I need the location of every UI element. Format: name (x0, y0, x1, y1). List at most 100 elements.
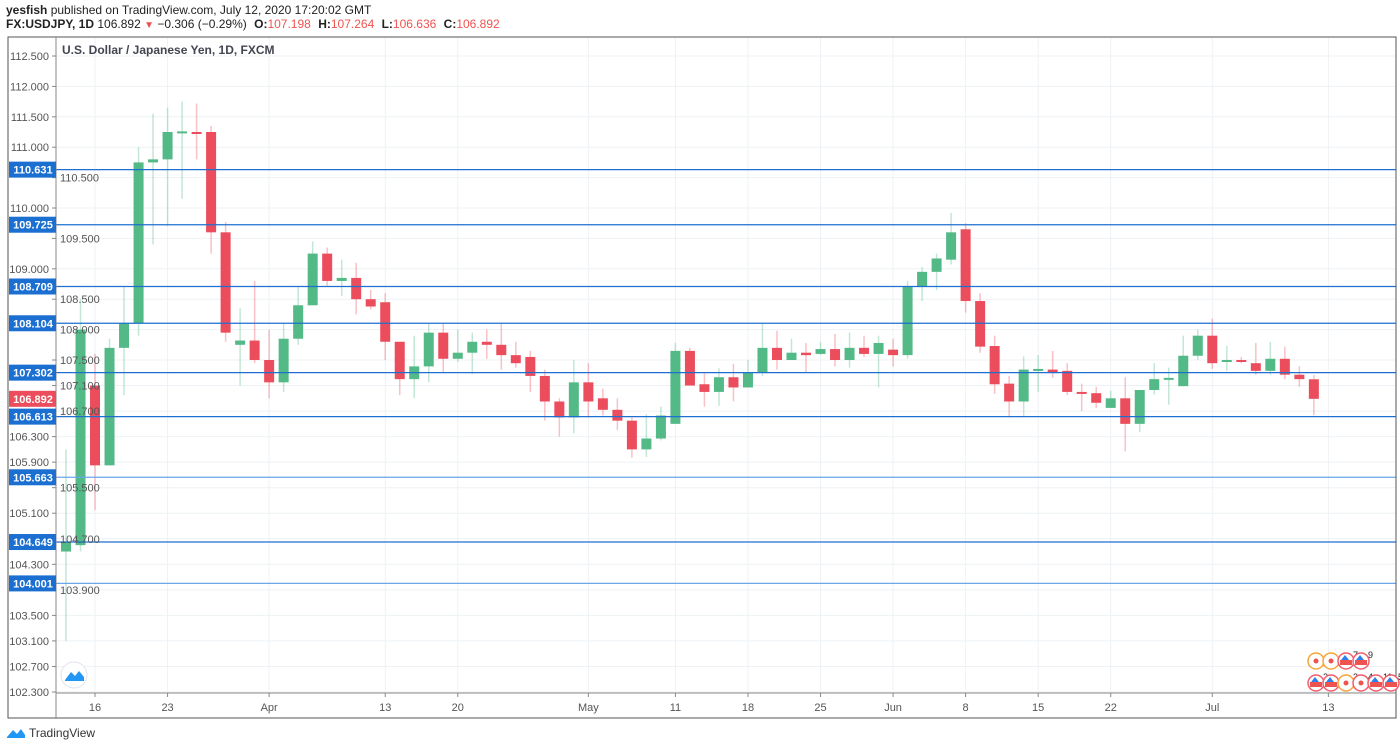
level-price-label-text: 104.649 (13, 537, 53, 549)
candle (525, 350, 536, 392)
candle-body (394, 341, 405, 380)
event-marker[interactable] (1322, 652, 1340, 670)
candle-body (264, 360, 275, 383)
candle (946, 212, 957, 265)
time-tick-label: 8 (963, 702, 969, 714)
time-tick-label: May (578, 702, 599, 714)
candle (873, 335, 884, 388)
author-name[interactable]: yesfish (6, 3, 48, 17)
candle-body (917, 271, 928, 288)
level-price-label: 110.631 (9, 161, 56, 178)
published-text: published on TradingView.com, July 12, 2… (50, 3, 372, 17)
time-tick-label: 22 (1105, 702, 1117, 714)
candle (771, 330, 782, 370)
price-tick-label: 104.700 (60, 534, 100, 546)
candle-body (1149, 379, 1160, 391)
candle (1149, 363, 1160, 395)
candle (1105, 390, 1116, 408)
candle (684, 347, 695, 386)
candle-body (249, 340, 260, 360)
candle (351, 262, 362, 315)
candle (1178, 335, 1189, 387)
event-dot-icon (1313, 658, 1319, 664)
price-tick-label: 108.000 (60, 325, 100, 337)
candle (1294, 366, 1305, 387)
candle (206, 125, 217, 254)
candle (365, 290, 376, 310)
level-price-label-bg (9, 534, 56, 551)
candle (467, 332, 478, 375)
tradingview-brand[interactable]: TradingView (6, 726, 95, 740)
price-tick-label: 109.000 (9, 264, 49, 276)
candle (583, 363, 594, 418)
candle (1047, 350, 1058, 378)
candle (670, 342, 681, 424)
event-marker[interactable] (1322, 674, 1340, 692)
event-marker[interactable]: 5 (1382, 672, 1400, 692)
level-price-label-text: 107.302 (13, 368, 53, 380)
time-tick-label: 18 (742, 702, 754, 714)
candle-body (728, 377, 739, 388)
candle-body (148, 159, 159, 163)
candle (830, 333, 841, 367)
candle-body (1076, 391, 1087, 394)
candle-body (525, 356, 536, 376)
candle (1076, 383, 1087, 412)
candle-body (1120, 398, 1131, 424)
us-flag-icon (1325, 682, 1337, 687)
low-label: L: (381, 17, 393, 31)
candle (380, 293, 391, 360)
candle-body (641, 438, 652, 450)
event-icon (1311, 677, 1319, 682)
candle (554, 398, 565, 437)
time-tick-label: 23 (161, 702, 173, 714)
candle-body (844, 347, 855, 360)
candle (438, 323, 449, 373)
candle (90, 353, 101, 511)
candle (1062, 363, 1073, 396)
event-dot-icon (1343, 680, 1349, 686)
candle-body (1047, 369, 1058, 373)
candle-body (873, 342, 884, 354)
candle (235, 308, 246, 386)
time-tick-label: 15 (1032, 702, 1044, 714)
price-tick-label: 107.100 (60, 381, 100, 393)
candle (568, 360, 579, 434)
grid (56, 37, 1396, 693)
candle-body (670, 350, 681, 424)
candle (844, 332, 855, 368)
time-tick-label: 13 (1322, 702, 1334, 714)
candle-body (1091, 393, 1102, 403)
tradingview-logo-button[interactable] (60, 661, 88, 689)
candle (409, 335, 420, 399)
price-tick-label: 107.500 (60, 355, 100, 367)
level-price-label-bg (9, 216, 56, 233)
candle (119, 287, 130, 396)
candle (264, 329, 275, 399)
candle (249, 280, 260, 364)
time-tick-label: 11 (670, 702, 681, 714)
candle-body (597, 398, 608, 410)
event-marker[interactable] (1307, 652, 1325, 670)
close-label: C: (443, 17, 457, 31)
tradingview-logo-icon (65, 671, 84, 681)
last-price-label: 106.892 (9, 390, 56, 407)
candle (1004, 375, 1015, 418)
candle-body (830, 349, 841, 360)
candle-body (322, 253, 333, 281)
time-tick-label: Jul (1205, 702, 1219, 714)
candle-body (946, 232, 957, 260)
last-price-label-text: 106.892 (13, 394, 53, 406)
candle (612, 398, 623, 431)
candle-body (1018, 369, 1029, 402)
candle (1250, 342, 1261, 375)
candle (177, 101, 188, 199)
price-tick-label: 110.500 (60, 173, 99, 185)
candle (148, 113, 159, 245)
price-tick-label: 106.300 (9, 432, 49, 444)
candle-body (1178, 355, 1189, 387)
event-marker[interactable]: 9 (1352, 650, 1373, 670)
candle-body (1207, 335, 1218, 364)
high-label: H: (318, 17, 331, 31)
